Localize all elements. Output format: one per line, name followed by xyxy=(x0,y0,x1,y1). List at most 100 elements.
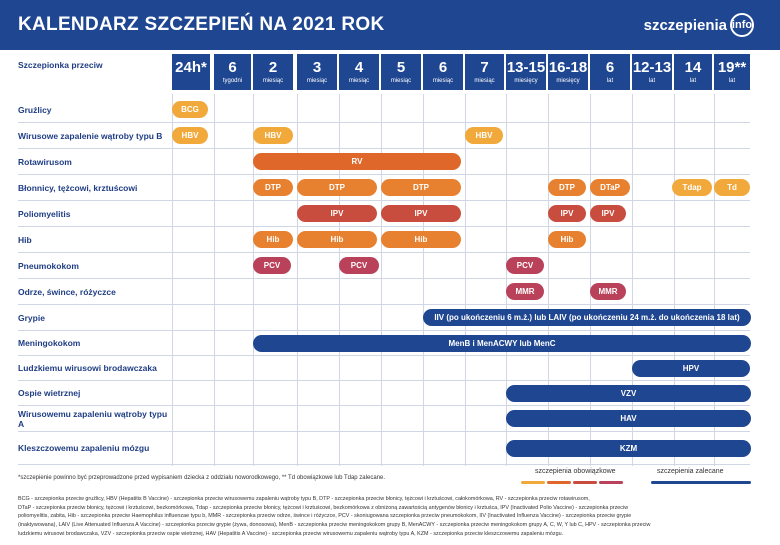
age-column-header: 4 miesiąc xyxy=(339,54,379,90)
logo-info-badge: info xyxy=(730,13,754,37)
age-unit: miesięcy xyxy=(514,78,538,84)
vaccine-pill: DTaP xyxy=(590,179,630,196)
age-column-header: 16-18 miesięcy xyxy=(548,54,588,90)
age-value: 19** xyxy=(717,59,747,76)
grid-vline xyxy=(214,94,215,466)
legend-bar-4 xyxy=(599,481,623,484)
vaccine-pill: DTP xyxy=(297,179,377,196)
row-divider xyxy=(18,330,750,331)
row-label: Ludzkiemu wirusowi brodawczaka xyxy=(18,363,157,373)
vaccine-pill: DTP xyxy=(548,179,586,196)
vaccine-pill: Hib xyxy=(381,231,461,248)
vaccine-pill: Td xyxy=(714,179,750,196)
grid-vline xyxy=(297,94,298,466)
vaccine-pill: IPV xyxy=(381,205,461,222)
row-divider xyxy=(18,148,750,149)
age-column-header: 3 miesiąc xyxy=(297,54,337,90)
vaccine-pill: PCV xyxy=(253,257,291,274)
glossary-line: poliomyelitis, zabita, Hib - szczepionka… xyxy=(18,513,632,520)
vaccine-pill: IPV xyxy=(590,205,626,222)
row-label: Poliomyelitis xyxy=(18,208,71,219)
age-column-header: 12-13 lat xyxy=(632,54,672,90)
footnote: *szczepienie powinno być przeprowadzone … xyxy=(18,475,385,481)
age-value: 13-15 xyxy=(506,59,546,76)
age-value: 6 xyxy=(438,59,448,76)
vaccine-pill: RV xyxy=(253,153,461,170)
vaccine-pill: HAV xyxy=(506,410,751,427)
age-unit: miesiąc xyxy=(262,78,284,84)
age-unit: lat xyxy=(728,78,736,84)
vaccine-pill: MenB i MenACWY lub MenC xyxy=(253,335,751,352)
row-divider xyxy=(18,304,750,305)
row-label: Ospie wietrznej xyxy=(18,388,81,398)
glossary-line: BCG - szczepionka przeciw gruźlicy, HBV … xyxy=(18,496,590,502)
grid-vline xyxy=(381,94,382,466)
row-divider xyxy=(18,200,750,201)
vaccine-pill: HPV xyxy=(632,360,750,377)
vaccine-pill: PCV xyxy=(506,257,544,274)
row-label: Wirusowemu zapaleniu wątroby typu A xyxy=(18,408,168,429)
row-label: Gruźlicy xyxy=(18,104,52,115)
grid-vline xyxy=(590,94,591,466)
page-title: KALENDARZ SZCZEPIEŃ NA 2021 ROK xyxy=(18,14,385,35)
grid-vline xyxy=(674,94,675,466)
legend-mandatory-label: szczepienia obowiązkowe xyxy=(535,468,616,475)
age-unit: miesiąc xyxy=(348,78,370,84)
glossary-line: ludzkiemu wirusowi brodawczaka, VZV - sz… xyxy=(18,530,564,537)
grid-vline xyxy=(714,94,715,466)
header-bar: KALENDARZ SZCZEPIEŃ NA 2021 ROK szczepie… xyxy=(0,0,780,50)
row-label: Meningokokom xyxy=(18,338,81,348)
vaccine-pill: PCV xyxy=(339,257,379,274)
age-column-header: 2 miesiąc xyxy=(253,54,293,90)
age-unit: miesięcy xyxy=(556,78,580,84)
row-label: Odrze, śwince, różyczce xyxy=(18,286,116,297)
age-column-header: 6 lat xyxy=(590,54,630,90)
age-unit: miesiąc xyxy=(474,78,495,84)
age-column-header: 6 miesiąc xyxy=(423,54,463,90)
vaccine-pill: MMR xyxy=(506,283,544,300)
legend-recommended-label: szczepienia zalecane xyxy=(657,468,724,475)
age-value: 14 xyxy=(684,59,702,76)
vaccine-pill: HBV xyxy=(465,127,503,144)
row-label: Błonnicy, tężcowi, krztuścowi xyxy=(18,182,138,193)
vaccine-pill: IPV xyxy=(297,205,377,222)
age-value: 2 xyxy=(268,59,278,76)
row-divider xyxy=(18,122,750,123)
age-column-header: 7 miesiąc xyxy=(465,54,504,90)
age-unit: lat xyxy=(689,78,697,84)
age-value: 24h* xyxy=(175,59,207,76)
age-value: 16-18 xyxy=(548,59,588,76)
vaccine-pill: DTP xyxy=(381,179,461,196)
row-divider xyxy=(18,278,750,279)
grid-vline xyxy=(172,94,173,466)
age-value: 5 xyxy=(396,59,406,76)
row-divider xyxy=(18,174,750,175)
vaccine-pill: IPV xyxy=(548,205,586,222)
age-column-header: 13-15 miesięcy xyxy=(506,54,546,90)
legend-bar-3 xyxy=(573,481,597,484)
grid-vline xyxy=(423,94,424,466)
vaccine-pill: Tdap xyxy=(672,179,712,196)
grid-vline xyxy=(253,94,254,466)
age-unit: miesiąc xyxy=(306,78,328,84)
age-value: 3 xyxy=(312,59,322,76)
age-value: 6 xyxy=(228,59,237,76)
age-column-header: 6 tygodni xyxy=(214,54,251,90)
age-value: 4 xyxy=(354,59,364,76)
age-column-header: 5 miesiąc xyxy=(381,54,421,90)
legend-bar-recommended xyxy=(651,481,751,484)
row-label: Kleszczowemu zapaleniu mózgu xyxy=(18,443,150,453)
row-label: Pneumokokom xyxy=(18,260,79,271)
vaccine-pill: Hib xyxy=(297,231,377,248)
age-column-header: 14 lat xyxy=(674,54,712,90)
row-divider xyxy=(18,380,750,381)
age-unit: lat xyxy=(606,78,614,84)
row-label: Hib xyxy=(18,234,32,245)
row-divider xyxy=(18,226,750,227)
vaccine-pill: VZV xyxy=(506,385,751,402)
row-label: Rotawirusom xyxy=(18,156,72,167)
age-value: 12-13 xyxy=(632,59,672,76)
grid-vline xyxy=(465,94,466,466)
column-corner-label: Szczepionka przeciw xyxy=(18,60,103,70)
vaccine-pill: MMR xyxy=(590,283,626,300)
